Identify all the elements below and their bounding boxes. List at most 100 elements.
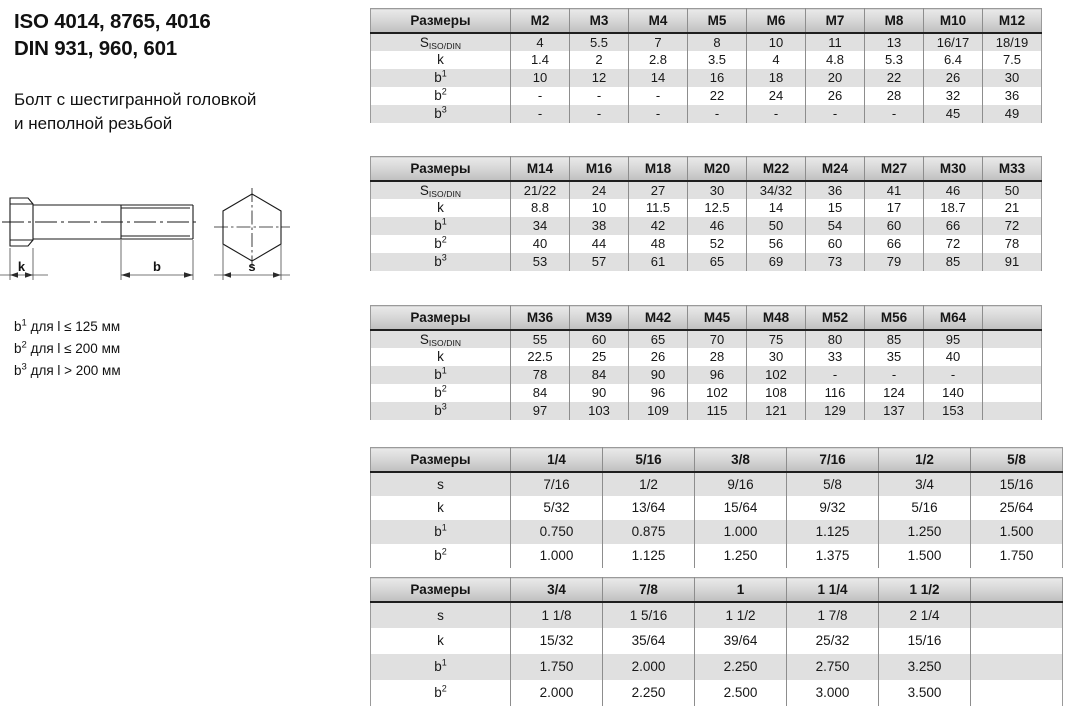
table-cell-value: 116 (805, 383, 865, 402)
table-cell-value: 1.500 (970, 519, 1063, 544)
table-row: k 8.8 10 11.5 12.5 14 15 17 18.7 21 (370, 198, 1042, 217)
table-cell-value: 102 (746, 365, 806, 384)
row-label-b1: b1 (370, 653, 511, 680)
table-cell-value: 50 (982, 180, 1042, 199)
table-cell-value: - (569, 104, 629, 123)
column-header-size: M18 (628, 156, 688, 182)
table-cell-value: 102 (687, 383, 747, 402)
table-cell-value: 46 (923, 180, 983, 199)
table-cell-value: 15/16 (970, 471, 1063, 496)
column-header-size: 1/4 (510, 447, 603, 473)
column-header-size: M12 (982, 8, 1042, 34)
table-cell-value: 25/64 (970, 495, 1063, 520)
table-row: s 7/16 1/2 9/16 5/8 3/4 15/16 (370, 471, 1063, 496)
hex-bolt-technical-drawing: k b (0, 180, 330, 295)
table-cell-value: 2.8 (628, 50, 688, 69)
column-header-size: 7/8 (602, 577, 695, 603)
column-header-size: M36 (510, 305, 570, 331)
table-cell-value: 5/8 (786, 471, 879, 496)
table-cell-value: 15/32 (510, 627, 603, 654)
table-cell-value: 2.750 (786, 653, 879, 680)
table-row: SISO/DIN 55 60 65 70 75 80 85 95 (370, 329, 1042, 348)
dimension-label-k: k (18, 259, 26, 274)
table-cell-value: 60 (864, 216, 924, 235)
table-cell-empty (970, 653, 1063, 680)
table-cell-value: 1 1/2 (694, 601, 787, 628)
table-cell-value: 55 (510, 329, 570, 348)
row-label-b2: b2 (370, 679, 511, 706)
table-cell-empty (970, 679, 1063, 706)
table-cell-value: 103 (569, 401, 629, 420)
row-label-s_iso_din: SISO/DIN (370, 180, 511, 199)
table-cell-value: 38 (569, 216, 629, 235)
footnote-b1-text: для l ≤ 125 мм (26, 319, 121, 334)
table-cell-value: 20 (805, 68, 865, 87)
table-cell-value: 49 (982, 104, 1042, 123)
table-cell-value: 1/2 (602, 471, 695, 496)
column-header-size: M6 (746, 8, 806, 34)
table-header-row: Размеры 3/4 7/8 1 1 1/4 1 1/2 (370, 577, 1063, 603)
table-cell-value: 153 (923, 401, 983, 420)
table-cell-value: 3.500 (878, 679, 971, 706)
table-cell-value: 4.8 (805, 50, 865, 69)
metric-table-2: Размеры M14 M16 M18 M20 M22 M24 M27 M30 M33 SISO/D… (370, 156, 1042, 271)
row-label-k: k (370, 50, 511, 69)
b-arrow-left (121, 272, 130, 278)
table-cell-value: 91 (982, 252, 1042, 271)
table-cell-value: 21 (982, 198, 1042, 217)
table-cell-value: 35 (864, 347, 924, 366)
table-cell-value: 44 (569, 234, 629, 253)
metric-table-1: Размеры M2 M3 M4 M5 M6 M7 M8 M10 M12 SISO/DIN 4 5.5 7… (370, 8, 1042, 123)
table-cell-value: 5/32 (510, 495, 603, 520)
table-cell-value: 1.000 (510, 543, 603, 568)
column-header-size: M14 (510, 156, 570, 182)
row-label-k: k (370, 347, 511, 366)
table-cell-value: 30 (982, 68, 1042, 87)
table-cell-value: 84 (569, 365, 629, 384)
table-cell-value: 78 (510, 365, 570, 384)
table-cell-value: 12.5 (687, 198, 747, 217)
table-cell-value: 5.5 (569, 32, 629, 51)
table-row: b2- - -22 24 26 28 32 36 (370, 86, 1042, 105)
table-cell-value: - (510, 104, 570, 123)
table-cell-empty (982, 383, 1042, 402)
column-header-size: 7/16 (786, 447, 879, 473)
column-header-dimensions: Размеры (370, 577, 511, 603)
table-cell-value: 21/22 (510, 180, 570, 199)
table-cell-value: 28 (687, 347, 747, 366)
table-cell-value: 72 (982, 216, 1042, 235)
column-header-size: M4 (628, 8, 688, 34)
table-cell-value: 52 (687, 234, 747, 253)
column-header-size: M7 (805, 8, 865, 34)
standards-line-din: DIN 931, 960, 601 (14, 37, 177, 61)
row-label-s_iso_din: SISO/DIN (370, 329, 511, 348)
k-arrow-right (25, 272, 33, 278)
table-row: k 22.5 25 26 28 30 33 35 40 (370, 347, 1042, 366)
column-header-size: M45 (687, 305, 747, 331)
hex-centerlines (214, 188, 290, 267)
table-cell-value: 42 (628, 216, 688, 235)
footnote-b2-sup: 2 (21, 339, 27, 351)
table-cell-empty (970, 627, 1063, 654)
dimensions-table-4-wrap: Размеры 1/4 5/16 3/8 7/16 1/2 5/8 s 7/16 1/2 9/16 5… (370, 447, 1063, 568)
table-cell-value: 13/64 (602, 495, 695, 520)
footnote-b3: b3 для l > 200 мм (14, 360, 121, 382)
table-cell-empty (982, 347, 1042, 366)
table-cell-value: 40 (923, 347, 983, 366)
table-cell-value: - (864, 104, 924, 123)
table-cell-value: 18/19 (982, 32, 1042, 51)
table-cell-value: 140 (923, 383, 983, 402)
table-cell-value: 95 (923, 329, 983, 348)
table-header-row: Размеры M36 M39 M42 M45 M48 M52 M56 M64 (370, 305, 1042, 331)
table-cell-value: - (805, 365, 865, 384)
column-header-dimensions: Размеры (370, 156, 511, 182)
table-cell-value: 17 (864, 198, 924, 217)
table-cell-value: 85 (864, 329, 924, 348)
table-cell-value: 22 (687, 86, 747, 105)
column-header-size: 5/16 (602, 447, 695, 473)
row-label-b3: b3 (370, 401, 511, 420)
table-cell-value: 25/32 (786, 627, 879, 654)
table-cell-value: 70 (687, 329, 747, 348)
dimension-b-group (120, 240, 194, 280)
column-header-size: M33 (982, 156, 1042, 182)
